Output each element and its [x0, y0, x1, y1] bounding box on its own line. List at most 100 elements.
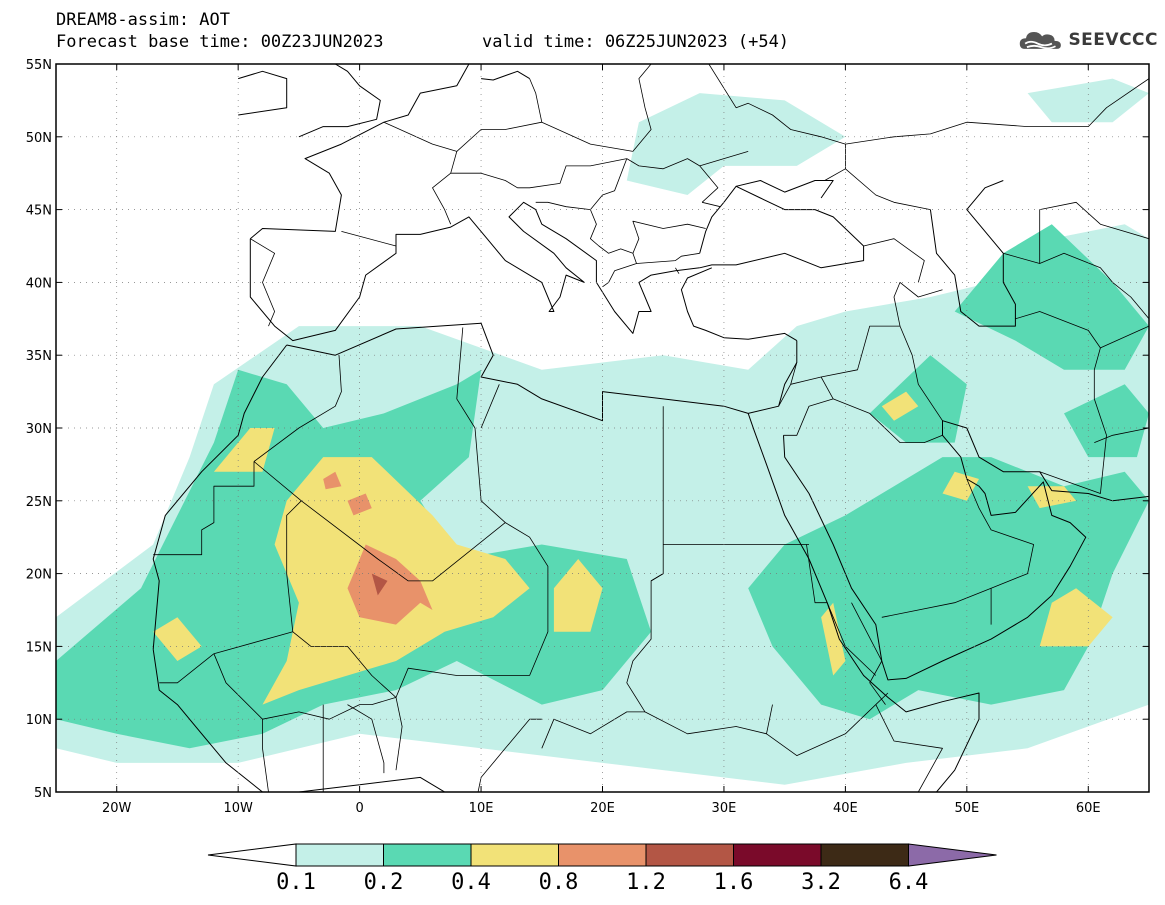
aot-contour-level-1-1	[748, 457, 1149, 720]
coastline-9	[929, 180, 1016, 327]
country-border-1	[253, 355, 342, 462]
x-tick-label: 20W	[102, 801, 132, 816]
colorbar-label: 0.1	[276, 870, 316, 895]
x-tick-label: 50E	[954, 801, 979, 816]
y-tick-label: 20N	[26, 568, 52, 583]
country-border-38	[450, 158, 627, 189]
coastline-4	[249, 64, 470, 240]
cloud-icon	[1019, 31, 1061, 50]
valid-time: valid time: 06Z25JUN2023 (+54)	[482, 32, 790, 52]
x-tick-label: 10W	[223, 801, 253, 816]
country-border-12	[790, 325, 900, 385]
country-border-53	[863, 238, 925, 283]
coastline-3	[249, 201, 700, 342]
colorbar-label: 0.2	[363, 870, 404, 895]
country-border-35	[250, 238, 276, 327]
country-border-25	[644, 704, 773, 735]
country-border-2	[213, 461, 302, 655]
colorbar-label: 1.6	[713, 870, 754, 895]
country-border-4	[474, 427, 506, 523]
country-border-45	[632, 220, 706, 254]
logo-text: SEEVCCC	[1068, 30, 1158, 50]
colorbar-swatch-5	[733, 843, 822, 867]
coastline-13	[238, 70, 288, 116]
aot-contour-level-2-5	[1039, 588, 1113, 647]
y-tick-label: 10N	[26, 713, 52, 728]
country-border-21	[1094, 427, 1149, 443]
country-border-6	[480, 384, 500, 429]
coastline-6	[680, 267, 798, 342]
colorbar-swatch-6	[820, 843, 909, 867]
aot-contour-level-1-4	[1064, 384, 1149, 458]
country-border-44	[590, 209, 637, 288]
country-border-54	[1003, 201, 1149, 264]
coastline-0	[152, 649, 446, 792]
aot-contour-level-2-3	[153, 617, 202, 661]
country-border-41	[632, 64, 652, 152]
country-border-7	[626, 406, 664, 713]
y-tick-label: 5N	[34, 786, 52, 801]
y-tick-label: 15N	[26, 640, 52, 655]
country-border-20	[1100, 325, 1149, 349]
y-tick-label: 25N	[26, 495, 52, 510]
country-border-49	[699, 151, 749, 167]
country-border-50	[702, 201, 721, 208]
aot-contour-level-2-2	[553, 559, 603, 632]
x-tick-label: 0	[355, 801, 363, 816]
country-border-55	[1039, 252, 1149, 320]
aot-contour-level-2-4	[821, 602, 846, 676]
country-border-36	[341, 231, 397, 247]
country-border-42	[626, 158, 719, 203]
country-border-16	[893, 281, 943, 327]
country-border-24	[875, 704, 943, 792]
country-border-26	[541, 711, 645, 749]
colorbar-swatch-1	[383, 843, 472, 867]
country-border-19	[1015, 311, 1107, 494]
y-tick-label: 50N	[26, 131, 52, 146]
country-border-48	[651, 64, 846, 181]
country-border-18	[881, 587, 992, 618]
country-border-27	[395, 667, 530, 698]
country-border-14	[820, 376, 834, 400]
forecast-base-time: Forecast base time: 00Z23JUN2023	[56, 32, 384, 52]
colorbar-low-arrow	[207, 843, 297, 867]
country-border-51	[845, 78, 1149, 145]
country-border-23	[766, 692, 889, 756]
aot-contour-level-2-0	[213, 428, 275, 472]
y-tick-label: 35N	[26, 349, 52, 364]
country-border-10	[806, 544, 877, 676]
country-border-5	[456, 327, 476, 429]
aot-contour-level-0-1	[626, 93, 846, 195]
country-border-40	[529, 78, 543, 123]
x-tick-label: 20E	[590, 801, 615, 816]
country-border-32	[262, 719, 269, 792]
country-border-9	[650, 573, 664, 582]
country-border-28	[213, 631, 397, 720]
country-border-15	[899, 325, 943, 421]
x-tick-label: 40E	[833, 801, 858, 816]
y-tick-label: 55N	[26, 58, 52, 73]
colorbar-swatch-4	[645, 843, 734, 867]
x-tick-label: 30E	[712, 801, 737, 816]
y-tick-label: 45N	[26, 204, 52, 219]
aot-contour-level-2-7	[942, 471, 979, 501]
aot-contour-level-3-1	[323, 471, 342, 490]
coastline-8	[783, 420, 1149, 681]
coastline-5	[699, 185, 865, 269]
coastline-11	[481, 70, 530, 81]
colorbar-high-arrow	[908, 843, 997, 867]
country-border-22	[851, 602, 886, 705]
country-border-46	[636, 252, 700, 264]
country-border-39	[456, 121, 633, 152]
country-border-29	[159, 653, 215, 684]
country-border-52	[845, 168, 931, 210]
coastline-1	[152, 344, 288, 650]
coastline-2	[286, 322, 798, 422]
country-border-30	[347, 704, 385, 774]
aot-contour-level-3-2	[347, 544, 433, 625]
colorbar-swatch-2	[470, 843, 559, 867]
colorbar-label: 6.4	[888, 870, 929, 895]
country-border-13	[783, 398, 943, 444]
